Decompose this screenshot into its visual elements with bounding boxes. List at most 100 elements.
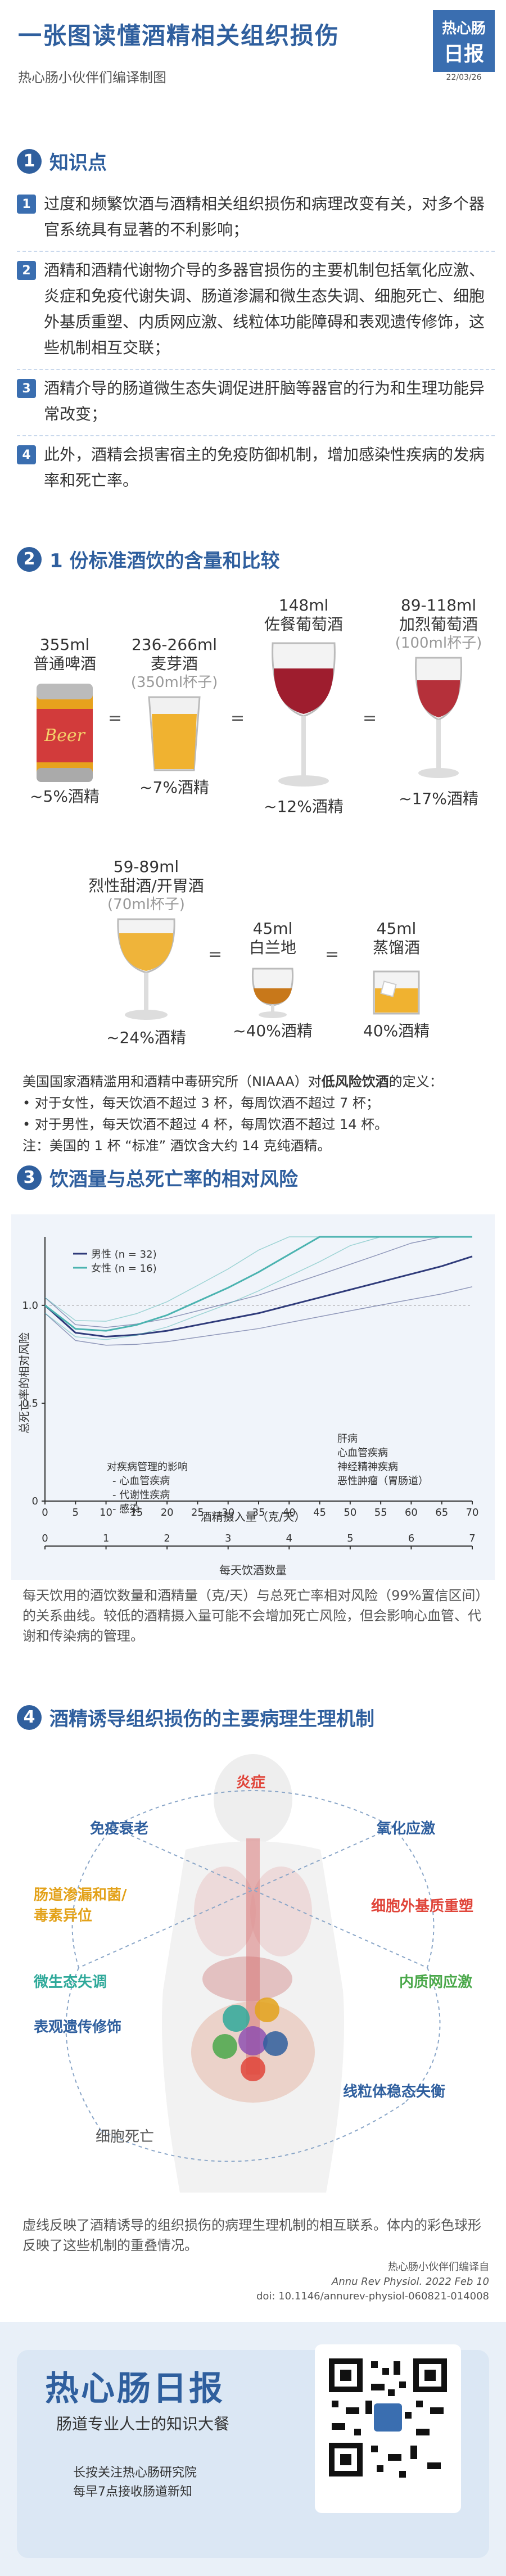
niaa-intro-a: 美国国家酒精滥用和酒精中毒研究所（NIAAA）对 <box>22 1074 322 1090</box>
mortality-chart: 0 0.5 1.0 0 5 10 15 20 25 30 35 40 45 50 55 60 65 70 0 1 2 3 4… <box>11 1214 495 1580</box>
brand-logo: 热心肠 日报 <box>433 10 495 72</box>
drink-volume: 148ml <box>278 596 329 614</box>
niaa-intro-b: 低风险饮酒 <box>321 1074 389 1090</box>
mech-immune-decline: 免疫衰老 <box>90 1820 149 1837</box>
section3-header: 3 饮酒量与总死亡率的相对风险 <box>17 1164 298 1191</box>
wine-glass-icon <box>272 642 336 787</box>
x-tick-label: 60 <box>405 1507 418 1519</box>
x2-tick-label: 6 <box>408 1533 414 1544</box>
chart-caption: 每天饮用的酒饮数量和酒精量（克/天）与总死亡率相对风险（99%置信区间）的关系曲… <box>22 1588 489 1644</box>
drink-name: 加烈葡萄酒 <box>399 615 478 634</box>
niaa-women: • 对于女性，每天饮酒不超过 3 杯，每周饮酒不超过 7 杯； <box>22 1095 379 1111</box>
malt-glass-icon <box>148 696 201 771</box>
section3-title: 饮酒量与总死亡率的相对风险 <box>49 1168 298 1191</box>
x2-tick-label: 4 <box>286 1533 292 1544</box>
drink-alcohol: ~40%酒精 <box>233 1022 313 1040</box>
mech-cell-death: 细胞死亡 <box>96 2128 155 2145</box>
annot-right-3: 神经精神疾病 <box>337 1461 398 1473</box>
section2-header: 2 1 份标准酒饮的含量和比较 <box>17 545 280 573</box>
chart-background <box>11 1214 495 1580</box>
annot-right-2: 心血管疾病 <box>337 1447 388 1459</box>
drink-beer: 355ml 普通啤酒 Beer ~5%酒精 <box>22 635 107 806</box>
drink-name: 麦芽酒 <box>150 654 198 673</box>
reference: 热心肠小伙伴们编译自 Annu Rev Physiol. 2022 Feb 10… <box>256 2260 489 2304</box>
niaa-men: • 对于男性，每天饮酒不超过 4 杯，每周饮酒不超过 14 杯。 <box>22 1117 388 1132</box>
qr-code-icon <box>326 2356 450 2479</box>
section2-number: 2 <box>17 546 42 572</box>
x-tick-label: 70 <box>466 1507 479 1519</box>
section2-title: 1 份标准酒饮的含量和比较 <box>49 550 280 572</box>
drink-table-wine: 148ml 佐餐葡萄酒 ~12%酒精 <box>250 596 357 816</box>
y-tick-label: 0 <box>32 1495 38 1507</box>
key-point-text: 酒精介导的肠道微生态失调促进肝脑等器官的行为和生理功能异常改变； <box>44 379 485 423</box>
key-point-number: 4 <box>17 445 36 464</box>
annot-left-title: 对疾病管理的影响 <box>107 1461 188 1473</box>
qr-code[interactable] <box>315 2344 461 2513</box>
drink-brandy: 45ml 白兰地 ~40%酒精 <box>231 919 315 1041</box>
equals-sign: = <box>231 708 245 728</box>
equals-sign: = <box>325 944 340 964</box>
x-tick-label: 0 <box>42 1507 48 1519</box>
key-point-text: 过度和频繁饮酒与酒精相关组织损伤和病理改变有关，对多个器官系统具有显著的不利影响… <box>44 195 485 239</box>
logo-date: 22/03/26 <box>446 73 482 82</box>
drink-volume: 355ml <box>39 635 90 654</box>
annot-left-1: - 心血管疾病 <box>112 1475 170 1487</box>
section4-header: 4 酒精诱导组织损伤的主要病理生理机制 <box>17 1703 374 1731</box>
x2-tick-label: 3 <box>225 1533 231 1544</box>
page-title: 一张图读懂酒精相关组织损伤 <box>18 22 340 49</box>
x2-tick-label: 0 <box>42 1533 48 1544</box>
x-tick-label: 50 <box>344 1507 356 1519</box>
logo-line1: 热心肠 <box>441 20 486 37</box>
liqueur-glass-icon <box>117 918 175 1020</box>
drink-volume: 236-266ml <box>131 635 218 654</box>
drink-alcohol: ~5%酒精 <box>30 787 100 806</box>
key-points-list: 1 过度和频繁饮酒与酒精相关组织损伤和病理改变有关，对多个器官系统具有显著的不利… <box>17 186 495 501</box>
x-tick-label: 10 <box>100 1507 112 1519</box>
brandy-glass-icon <box>251 968 294 1018</box>
page-subtitle: 热心肠小伙伴们编译制图 <box>18 70 166 85</box>
x2-tick-label: 1 <box>103 1533 109 1544</box>
x-tick-label: 45 <box>313 1507 326 1519</box>
section1-header: 1 知识点 <box>17 147 107 175</box>
header: 一张图读懂酒精相关组织损伤 热心肠小伙伴们编译制图 热心肠 日报 22/03/2… <box>0 0 506 96</box>
drink-name: 白兰地 <box>249 938 296 957</box>
x-tick-label: 5 <box>73 1507 79 1519</box>
niaa-definition: 美国国家酒精滥用和酒精中毒研究所（NIAAA）对低风险饮酒的定义： • 对于女性… <box>22 1071 489 1156</box>
drink-fortified-wine: 89-118ml 加烈葡萄酒 (100ml杯子) ~17%酒精 <box>382 596 495 808</box>
shot-glass-icon <box>373 970 420 1015</box>
svg-text:Beer: Beer <box>44 726 86 745</box>
equals-sign: = <box>208 944 223 964</box>
mech-inflammation: 炎症 <box>236 1774 266 1791</box>
key-point-text: 此外，酒精会损害宿主的免疫防御机制，增加感染性疾病的发病率和死亡率。 <box>44 445 485 490</box>
reference-line3: doi: 10.1146/annurev-physiol-060821-0140… <box>256 2290 489 2302</box>
x2-tick-label: 2 <box>164 1533 170 1544</box>
reference-line1: 热心肠小伙伴们编译自 <box>388 2261 489 2273</box>
x2-tick-label: 7 <box>469 1533 475 1544</box>
y-tick-label: 1.0 <box>22 1300 38 1312</box>
drink-liqueur: 59-89ml 烈性甜酒/开胃酒 (70ml杯子) ~24%酒精 <box>79 857 214 1047</box>
fortified-glass-icon <box>415 657 462 778</box>
x2-tick-label: 5 <box>347 1533 353 1544</box>
mech-mitochondria: 线粒体稳态失衡 <box>343 2084 446 2100</box>
chart-svg: 00.51.00 5 10 15 20 25 30 35 40 45 50 55 60 65 700 1 2 3 4… <box>11 1214 495 1580</box>
drink-volume: 45ml <box>252 919 293 938</box>
key-point-number: 1 <box>17 195 36 214</box>
drink-name: 蒸馏酒 <box>372 938 420 957</box>
footer-tagline: 肠道专业人士的知识大餐 <box>56 2415 230 2433</box>
drink-name: 普通啤酒 <box>33 654 96 673</box>
section4-number: 4 <box>17 1705 42 1730</box>
drink-volume: 89-118ml <box>400 596 477 614</box>
series-ci-upper <box>44 1236 472 1328</box>
drink-alcohol: ~24%酒精 <box>106 1028 186 1047</box>
drink-alcohol: ~12%酒精 <box>264 797 344 816</box>
mech-oxidative-stress: 氧化应激 <box>377 1820 436 1837</box>
niaa-intro-c: 的定义： <box>388 1074 443 1090</box>
y-axis-title: 总死亡率的相对风险 <box>17 1332 31 1434</box>
drink-name: 佐餐葡萄酒 <box>264 615 343 634</box>
body-outline-icon <box>65 1754 441 2193</box>
mechanism-caption: 虚线反映了酒精诱导的组织损伤的病理生理机制的相互联系。体内的彩色球形反映了这些机… <box>22 2217 481 2253</box>
x-tick-label: 35 <box>252 1507 265 1519</box>
drink-alcohol: 40%酒精 <box>363 1022 430 1040</box>
mech-gut-leak: 肠道渗漏和菌/毒素异位 <box>34 1887 127 1924</box>
